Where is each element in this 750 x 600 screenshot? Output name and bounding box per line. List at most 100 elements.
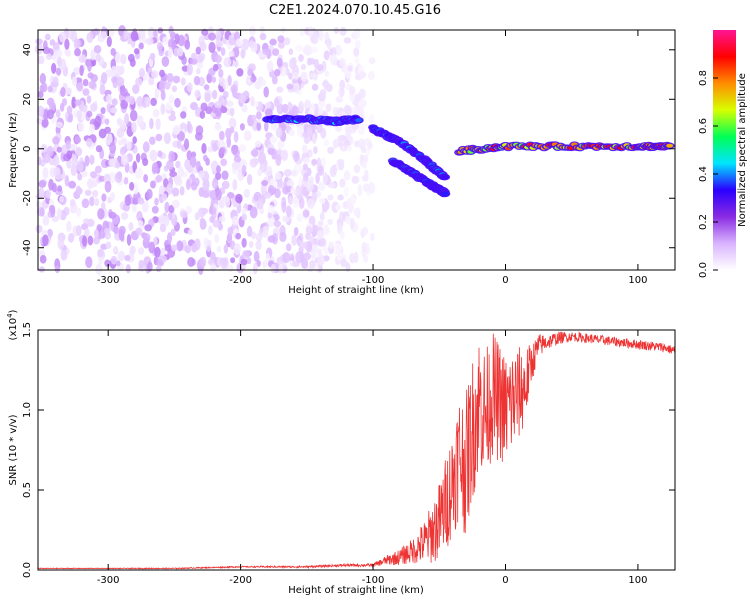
heatmap-cell xyxy=(335,203,342,211)
heatmap-cell xyxy=(290,187,296,195)
heatmap-cell xyxy=(281,103,289,114)
heatmap-cell xyxy=(86,110,93,118)
heatmap-cell xyxy=(329,53,338,66)
heatmap-cell xyxy=(77,121,85,133)
spectrogram-frame xyxy=(37,29,676,271)
heatmap-cell xyxy=(56,146,63,153)
heatmap-cell xyxy=(353,207,361,217)
heatmap-cell xyxy=(236,68,244,77)
heatmap-cell xyxy=(76,82,84,92)
heatmap-cell xyxy=(104,126,111,134)
heatmap-cell xyxy=(106,36,112,48)
heatmap-cell xyxy=(288,129,295,137)
heatmap-cell xyxy=(298,197,305,210)
heatmap-cell xyxy=(282,215,290,223)
heatmap-cell xyxy=(249,26,256,37)
heatmap-cell xyxy=(155,265,162,273)
heatmap-cell xyxy=(221,195,230,203)
heatmap-cell xyxy=(78,54,86,64)
heatmap-cell xyxy=(150,70,159,79)
heatmap-cell xyxy=(77,172,83,181)
heatmap-cell xyxy=(305,240,313,253)
heatmap-cell xyxy=(75,225,82,237)
heatmap-cell xyxy=(250,149,259,157)
heatmap-cell xyxy=(277,35,285,43)
heatmap-cell xyxy=(90,49,96,61)
heatmap-cell xyxy=(351,175,360,184)
heatmap-cell xyxy=(308,57,316,65)
heatmap-cell xyxy=(269,136,278,144)
heatmap-cell xyxy=(300,63,307,71)
heatmap-cell xyxy=(218,130,225,141)
heatmap-cell xyxy=(327,218,333,225)
heatmap-cell xyxy=(323,138,330,147)
heatmap-cell xyxy=(263,120,269,132)
heatmap-cell xyxy=(242,250,251,259)
x-tick-label: -300 xyxy=(97,575,120,586)
heatmap-cell xyxy=(164,81,171,90)
heatmap-cell xyxy=(185,179,191,191)
heatmap-cell xyxy=(164,201,170,214)
heatmap-cell xyxy=(229,107,235,117)
heatmap-cell xyxy=(292,77,300,84)
heatmap-cell xyxy=(206,245,212,252)
heatmap-cell xyxy=(243,188,251,199)
heatmap-cell xyxy=(212,219,221,228)
heatmap-cell xyxy=(52,136,60,145)
heatmap-cell xyxy=(101,193,107,202)
heatmap-cell xyxy=(117,250,126,262)
heatmap-cell xyxy=(302,163,309,171)
heatmap-cell xyxy=(343,186,349,197)
heatmap-cell xyxy=(257,168,263,177)
heatmap-cell xyxy=(42,153,51,164)
heatmap-cell xyxy=(129,109,138,122)
heatmap-cell xyxy=(292,196,300,208)
heatmap-cell xyxy=(157,150,163,158)
heatmap-cell xyxy=(354,140,360,148)
heatmap-cell xyxy=(368,57,376,65)
heatmap-cell xyxy=(179,186,185,196)
heatmap-cell xyxy=(171,187,180,197)
heatmap-cell xyxy=(277,140,285,149)
heatmap-cell xyxy=(40,82,48,93)
heatmap-cell xyxy=(215,29,222,42)
heatmap-cell xyxy=(45,53,52,61)
heatmap-cell xyxy=(149,136,156,146)
colorbar-gradient xyxy=(713,30,736,270)
x-tick-label: 100 xyxy=(628,275,647,286)
heatmap-cell xyxy=(322,172,328,185)
heatmap-cell xyxy=(201,142,207,154)
heatmap-cell xyxy=(194,212,200,221)
heatmap-cell xyxy=(317,165,325,176)
heatmap-cell xyxy=(46,145,54,157)
heatmap-cell xyxy=(303,44,312,56)
heatmap-cell xyxy=(218,76,225,87)
heatmap-cell xyxy=(203,84,210,91)
heatmap-cell xyxy=(42,234,49,247)
heatmap-cell xyxy=(120,53,127,65)
y-tick-label: -40 xyxy=(22,240,33,256)
heatmap-cell xyxy=(347,65,353,72)
heatmap-cell xyxy=(87,60,92,72)
heatmap-cell xyxy=(354,66,360,75)
y-tick-label: -20 xyxy=(22,190,33,206)
heatmap-cell xyxy=(240,258,248,266)
heatmap-cell xyxy=(88,80,97,90)
heatmap-cell xyxy=(241,207,247,215)
heatmap-cell xyxy=(202,190,210,199)
heatmap-cell xyxy=(142,141,150,153)
heatmap-cell xyxy=(252,262,258,275)
x-tick-label: 0 xyxy=(502,575,508,586)
heatmap-cell xyxy=(161,56,170,67)
heatmap-cell xyxy=(54,49,63,58)
heatmap-cell xyxy=(116,260,121,267)
heatmap-cell xyxy=(172,75,181,84)
heatmap-cell xyxy=(302,174,309,182)
heatmap-cell xyxy=(246,225,253,238)
heatmap-cell xyxy=(191,52,198,60)
heatmap-cell xyxy=(354,27,361,40)
heatmap-cell xyxy=(370,232,375,242)
heatmap-cell xyxy=(246,174,253,186)
heatmap-cell xyxy=(79,65,84,77)
figure-title: C2E1.2024.070.10.45.G16 xyxy=(269,3,441,18)
